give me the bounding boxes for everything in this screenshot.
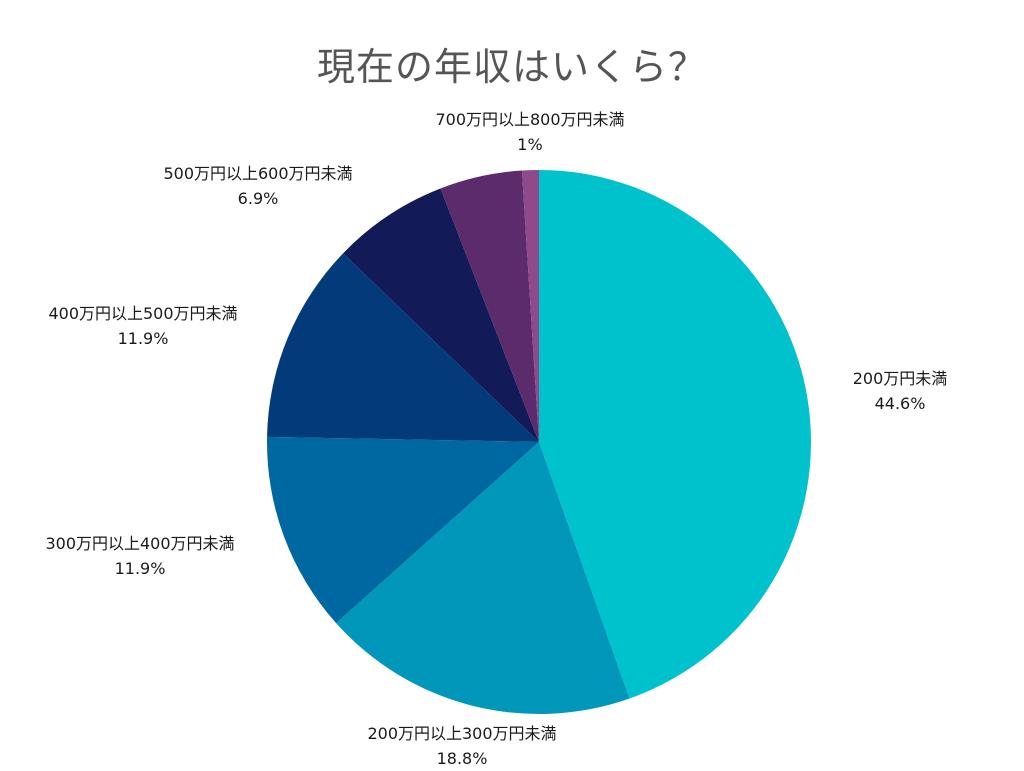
- label-name: 700万円以上800万円未満: [435, 110, 625, 129]
- pie-slice: [266, 436, 539, 624]
- label-pct: 11.9%: [117, 329, 169, 348]
- pie-slices: [266, 170, 811, 714]
- label-pct: 18.8%: [436, 749, 488, 768]
- label-name: 500万円以上600万円未満: [163, 164, 353, 183]
- label-500-600: 500万円以上600万円未満 6.9%: [163, 161, 352, 211]
- label-400-500: 400万円以上500万円未満 11.9%: [48, 301, 237, 351]
- label-name: 200万円未満: [852, 369, 948, 388]
- label-300-400: 300万円以上400万円未満 11.9%: [45, 531, 234, 581]
- pie-slice: [539, 170, 811, 699]
- pie-slice: [521, 170, 539, 442]
- pie-slice: [440, 170, 539, 442]
- pie-slice: [336, 442, 630, 714]
- chart-title: 現在の年収はいくら？: [316, 45, 707, 89]
- pie-slice: [267, 253, 539, 442]
- label-name: 400万円以上500万円未満: [48, 304, 238, 323]
- label-pct: 6.9%: [237, 189, 279, 208]
- label-pct: 11.9%: [114, 559, 166, 578]
- label-pct: 1%: [517, 135, 543, 154]
- pie-slice: [343, 188, 539, 442]
- label-700-800: 700万円以上800万円未満 1%: [435, 107, 624, 157]
- label-pct: 44.6%: [874, 394, 926, 413]
- label-under-200: 200万円未満 44.6%: [853, 366, 948, 416]
- label-200-300: 200万円以上300万円未満 18.8%: [367, 721, 556, 771]
- label-name: 300万円以上400万円未満: [45, 534, 235, 553]
- label-name: 200万円以上300万円未満: [367, 724, 557, 743]
